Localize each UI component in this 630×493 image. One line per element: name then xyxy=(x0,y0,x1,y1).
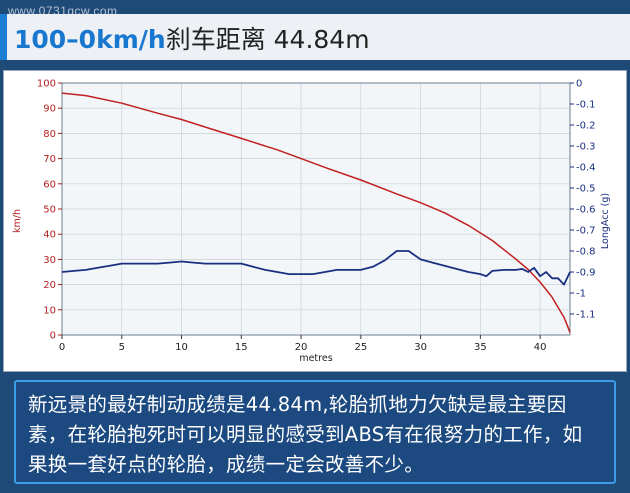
right-axis-tick-label: -0.7 xyxy=(576,226,596,237)
x-axis-tick-label: 10 xyxy=(175,342,188,353)
braking-chart-panel: 0 10 20 30 40 50 60 70 80 90 100 0 -0.1 -0.2 -0.3 -0.4-… xyxy=(3,70,627,372)
left-axis-tick-label: 80 xyxy=(43,129,56,140)
right-axis-tick-label: -1.1 xyxy=(576,310,596,321)
left-axis-tick-label: 30 xyxy=(43,255,56,266)
x-axis-tick-label: 30 xyxy=(414,342,427,353)
right-axis-tick-label: -1 xyxy=(576,289,586,300)
right-axis-tick-label: 0 xyxy=(576,79,582,90)
x-axis-tick-label: 40 xyxy=(534,342,547,353)
left-axis-tick-label: 70 xyxy=(43,154,56,165)
left-axis-tick-label: 100 xyxy=(37,79,56,90)
x-axis-tick-label: 15 xyxy=(235,342,248,353)
right-axis-label: LongAcc (g) xyxy=(600,193,611,249)
x-axis-tick-label: 0 xyxy=(59,342,65,353)
left-axis-tick-label: 60 xyxy=(43,179,56,190)
left-axis-tick-label: 0 xyxy=(50,331,56,342)
right-axis-tick-label: -0.9 xyxy=(576,268,596,279)
left-axis-tick-label: 50 xyxy=(43,205,56,216)
braking-distance-label: 刹车距离 44.84m xyxy=(165,25,370,54)
left-axis-tick-label: 10 xyxy=(43,305,56,316)
right-axis-tick-label: -0.2 xyxy=(576,121,596,132)
left-axis-tick-label: 90 xyxy=(43,104,56,115)
x-axis-tick-label: 25 xyxy=(354,342,367,353)
speed-range-label: 100–0km/h xyxy=(14,25,166,54)
right-axis-tick-label: -0.1 xyxy=(576,100,596,111)
right-axis-tick-label: -0.5 xyxy=(576,184,596,195)
caption-text: 新远景的最好制动成绩是44.84m,轮胎抓地力欠缺是最主要因素，在轮胎抱死时可以… xyxy=(28,393,583,476)
title-bar: 100–0km/h刹车距离 44.84m xyxy=(0,14,630,60)
speed-series-line xyxy=(61,92,571,333)
left-axis-tick-label: 20 xyxy=(43,280,56,291)
left-axis-tick-label: 40 xyxy=(43,230,56,241)
right-axis-tick-label: -0.3 xyxy=(576,142,596,153)
x-axis-tick-label: 35 xyxy=(474,342,487,353)
right-axis-tick-label: -0.4 xyxy=(576,163,596,174)
x-axis-label: metres xyxy=(299,353,332,364)
title-accent-bar xyxy=(0,14,7,60)
right-axis-tick-label: -0.6 xyxy=(576,205,596,216)
x-axis-tick-label: 20 xyxy=(295,342,308,353)
page-title: 100–0km/h刹车距离 44.84m xyxy=(14,20,370,56)
x-axis-tick-label: 5 xyxy=(119,342,125,353)
left-axis-label: km/h xyxy=(12,209,23,233)
longacc-series-line xyxy=(61,250,571,286)
caption-box: 新远景的最好制动成绩是44.84m,轮胎抓地力欠缺是最主要因素，在轮胎抱死时可以… xyxy=(14,380,616,484)
right-axis-tick-label: -0.8 xyxy=(576,247,596,258)
